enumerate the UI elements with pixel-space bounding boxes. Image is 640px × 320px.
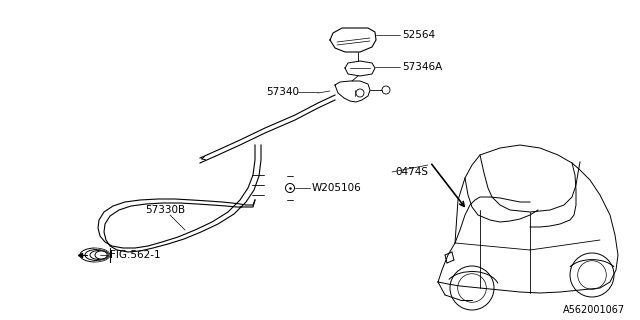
Text: 57340: 57340: [266, 87, 299, 97]
Text: 52564: 52564: [402, 30, 435, 40]
Text: 0474S: 0474S: [395, 167, 428, 177]
Text: W205106: W205106: [312, 183, 362, 193]
Text: A562001067: A562001067: [563, 305, 625, 315]
Text: 57330B: 57330B: [145, 205, 185, 215]
Text: FIG.562-1: FIG.562-1: [110, 250, 161, 260]
Text: 57346A: 57346A: [402, 62, 442, 72]
